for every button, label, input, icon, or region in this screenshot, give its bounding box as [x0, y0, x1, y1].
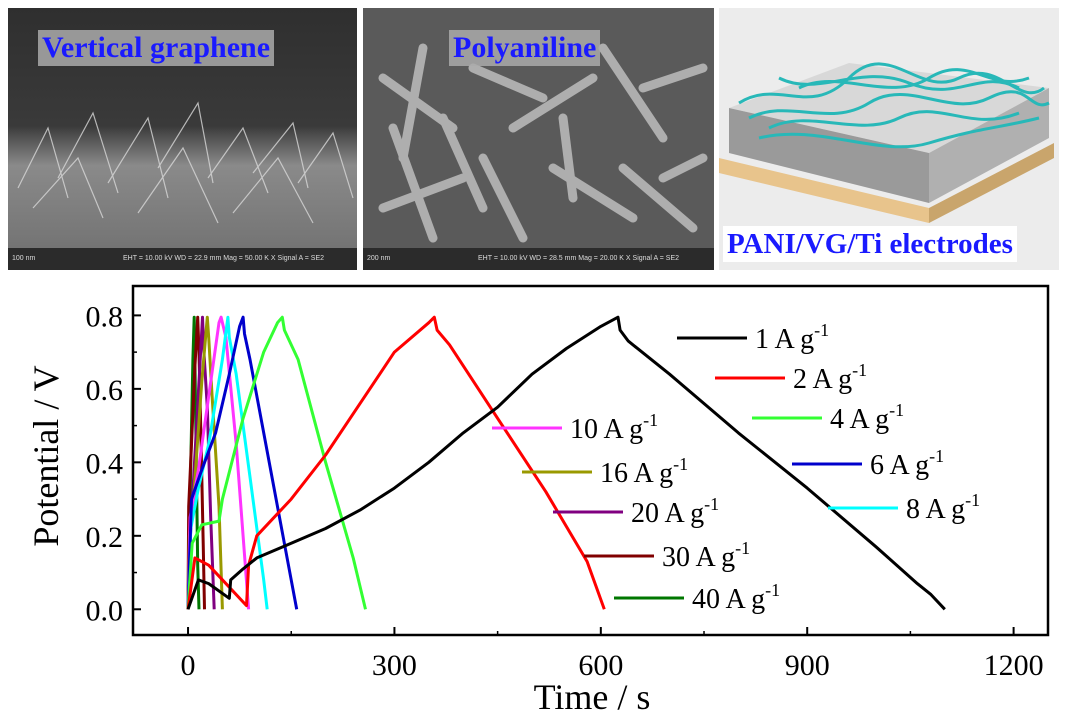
legend-label: 30 A g-1 — [662, 538, 750, 573]
y-tick-label: 0.2 — [86, 521, 124, 554]
series-line — [186, 315, 269, 610]
legend-label: 16 A g-1 — [600, 454, 688, 489]
y-tick-label: 0.0 — [86, 594, 124, 627]
legend-superscript: -1 — [765, 580, 780, 600]
electrode-schematic: PANI/VG/Ti electrodes — [719, 8, 1059, 270]
scale-bar-label: 100 nm — [12, 255, 36, 262]
sem-image-polyaniline: Polyaniline 200 nm EHT = 10.00 kV WD = 2… — [363, 8, 714, 270]
chart-legend: 1 A g-1 2 A g-1 4 A g-1 6 A g-1 8 A g-1 10 A … — [492, 320, 980, 615]
series-line — [186, 315, 946, 611]
sem-info-bar: 100 nm EHT = 10.00 kV WD = 22.9 mm Mag =… — [8, 248, 357, 270]
chart-axes: 0 300 600 900 1200 0.0 0.2 0.4 0.6 0.8 — [86, 284, 1050, 682]
legend-superscript: -1 — [965, 490, 980, 510]
legend-superscript: -1 — [889, 400, 904, 420]
series-line — [186, 315, 299, 610]
sem-info-text: EHT = 10.00 kV WD = 22.9 mm Mag = 50.00 … — [123, 255, 325, 262]
legend-label: 20 A g-1 — [631, 494, 719, 529]
panel-title-electrodes: PANI/VG/Ti electrodes — [723, 226, 1017, 262]
scale-bar-label: 200 nm — [367, 255, 391, 262]
legend-label: 8 A g-1 — [906, 490, 980, 525]
panel-title-polyaniline: Polyaniline — [449, 30, 601, 66]
y-tick-label: 0.4 — [86, 447, 124, 480]
legend-label: 4 A g-1 — [830, 400, 904, 435]
x-tick-label: 1200 — [984, 649, 1044, 682]
legend-label: 2 A g-1 — [793, 360, 867, 395]
legend-label: 1 A g-1 — [755, 320, 829, 355]
legend-superscript: -1 — [704, 494, 719, 514]
series-line — [186, 315, 367, 610]
plot-frame — [131, 284, 1050, 637]
sem-info-bar: 200 nm EHT = 10.00 kV WD = 28.5 mm Mag =… — [363, 248, 714, 270]
series-line — [186, 315, 206, 610]
x-tick-label: 300 — [372, 649, 417, 682]
sem-image-vertical-graphene: Vertical graphene 100 nm EHT = 10.00 kV … — [8, 8, 357, 270]
x-tick-label: 0 — [181, 649, 196, 682]
legend-label: 40 A g-1 — [692, 580, 780, 615]
chart-series — [186, 315, 946, 611]
sem-info-text: EHT = 10.00 kV WD = 28.5 mm Mag = 20.00 … — [478, 255, 680, 262]
legend-superscript: -1 — [643, 410, 658, 430]
legend-label: 10 A g-1 — [570, 410, 658, 445]
legend-superscript: -1 — [814, 320, 829, 340]
y-tick-label: 0.8 — [86, 300, 124, 333]
legend-label: 6 A g-1 — [870, 446, 944, 481]
x-tick-label: 900 — [785, 649, 830, 682]
x-tick-label: 600 — [578, 649, 623, 682]
x-axis-label: Time / s — [534, 677, 651, 717]
polyaniline-texture — [363, 8, 714, 270]
legend-superscript: -1 — [673, 454, 688, 474]
y-tick-label: 0.6 — [86, 374, 124, 407]
gcd-chart: 0 300 600 900 1200 0.0 0.2 0.4 0.6 0.8 1 A g-1 2 A… — [26, 284, 1050, 717]
legend-superscript: -1 — [852, 360, 867, 380]
y-axis-label: Potential / V — [26, 365, 66, 546]
legend-superscript: -1 — [735, 538, 750, 558]
panel-title-vertical-graphene: Vertical graphene — [38, 30, 275, 66]
legend-superscript: -1 — [929, 446, 944, 466]
